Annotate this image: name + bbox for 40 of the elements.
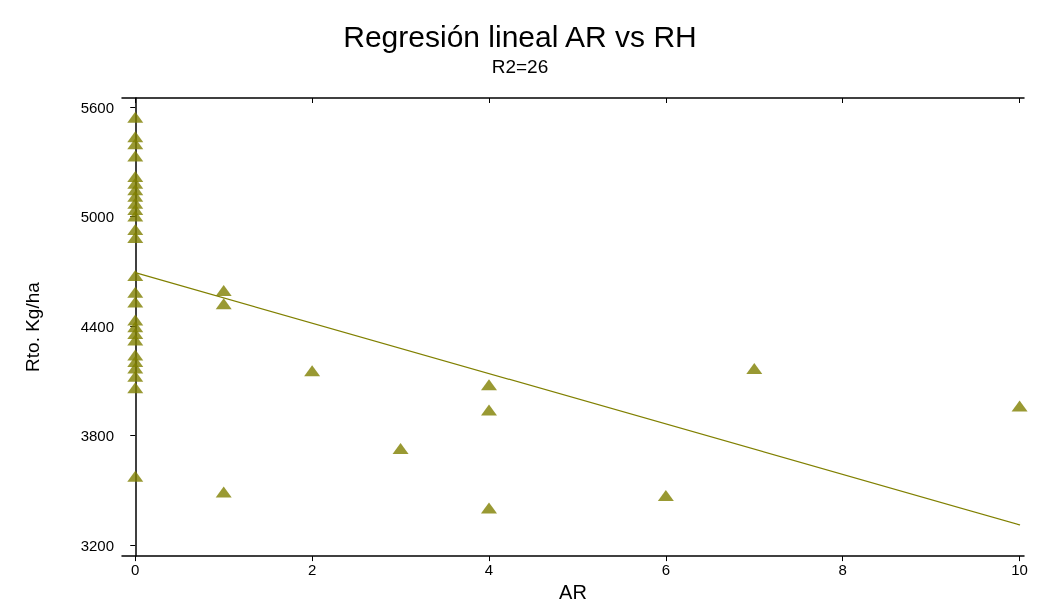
point [127,296,144,308]
x-tick-label: 10 [1011,561,1028,579]
point [657,490,674,502]
point [127,270,144,282]
point [127,370,144,382]
x-tick-label: 0 [131,561,140,579]
point [215,486,232,498]
y-tick-label: 3200 [80,536,114,554]
point [304,365,321,377]
point [746,362,763,374]
y-tick-label: 5600 [80,98,114,116]
point [127,470,144,482]
x-tick-label: 8 [838,561,847,579]
point [480,379,497,391]
y-tick-label: 3800 [80,427,114,445]
point [127,286,144,298]
y-axis-title: Rto. Kg/ha [22,281,43,372]
point [215,285,232,297]
point [127,232,144,244]
point [480,502,497,514]
point [127,138,144,150]
x-tick-label: 4 [484,561,494,579]
point [127,210,144,222]
point [127,382,144,394]
x-tick-label: 2 [307,561,317,579]
x-tick-label: 6 [661,561,671,579]
chart-subtitle: R2=26 [491,56,549,77]
point [215,298,232,310]
y-tick-label: 4400 [80,317,114,335]
point [127,111,144,123]
point [1011,400,1028,412]
chart-title: Regresión lineal AR vs RH [343,19,697,53]
point [127,150,144,162]
y-tick-label: 5000 [80,208,114,226]
point [392,443,409,455]
point [127,223,144,235]
point [127,334,144,346]
x-axis-title: AR [559,581,587,603]
point [480,404,497,416]
point [127,362,144,374]
